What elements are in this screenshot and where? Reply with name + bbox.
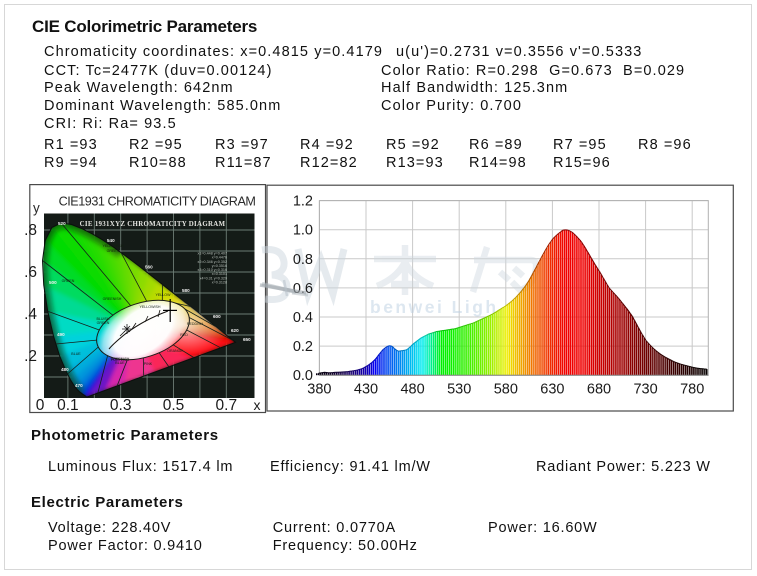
svg-text:0.6: 0.6 bbox=[293, 281, 313, 297]
svg-text:benwei Ligh: benwei Ligh bbox=[370, 297, 499, 317]
svg-text:650: 650 bbox=[243, 337, 251, 342]
svg-text:GREENISH: GREENISH bbox=[111, 357, 130, 361]
svg-text:YELLOW: YELLOW bbox=[156, 293, 172, 297]
svg-text:BLUE: BLUE bbox=[115, 361, 125, 365]
svg-text:480: 480 bbox=[61, 367, 69, 372]
svg-text:GREEN: GREEN bbox=[97, 321, 110, 325]
svg-text:x3=0.310 y=0.316: x3=0.310 y=0.316 bbox=[197, 268, 227, 272]
svg-text:430: 430 bbox=[354, 382, 378, 398]
svg-text:500: 500 bbox=[49, 280, 57, 285]
svg-text:PURPLISH: PURPLISH bbox=[111, 358, 129, 362]
svg-text:.4: .4 bbox=[24, 306, 37, 323]
svg-text:730: 730 bbox=[633, 382, 657, 398]
svg-text:x=0.3128: x=0.3128 bbox=[212, 281, 227, 285]
svg-text:680: 680 bbox=[587, 382, 611, 398]
svg-text:600: 600 bbox=[213, 314, 221, 319]
svg-text:620: 620 bbox=[231, 328, 239, 333]
svg-text:630: 630 bbox=[540, 382, 564, 398]
svg-text:x4=0.31 y=0.329: x4=0.31 y=0.329 bbox=[200, 276, 227, 280]
svg-text:520: 520 bbox=[58, 221, 66, 226]
svg-text:560: 560 bbox=[145, 265, 153, 270]
svg-text:CIE 1931XYZ CHROMATICITY DIA: CIE 1931XYZ CHROMATICITY DIAGRAM bbox=[80, 221, 226, 228]
svg-text:.8: .8 bbox=[24, 222, 37, 239]
svg-text:GREEN: GREEN bbox=[62, 279, 75, 283]
svg-text:REDDISH: REDDISH bbox=[187, 322, 204, 326]
svg-text:CIE1931 CHROMATICITY DIAGRAM: CIE1931 CHROMATICITY DIAGRAM bbox=[59, 195, 256, 209]
svg-text:530: 530 bbox=[447, 382, 471, 398]
svg-text:.2: .2 bbox=[24, 348, 37, 365]
svg-text:0.0: 0.0 bbox=[293, 368, 313, 384]
svg-text:0.8: 0.8 bbox=[293, 252, 313, 268]
svg-text:380: 380 bbox=[307, 382, 331, 398]
svg-text:580: 580 bbox=[182, 288, 190, 293]
svg-text:x=0.3101: x=0.3101 bbox=[212, 272, 227, 276]
svg-text:x: x bbox=[254, 397, 261, 413]
svg-text:GREEN: GREEN bbox=[107, 249, 120, 253]
svg-text:y=0.3516: y=0.3516 bbox=[212, 264, 227, 268]
svg-text:y: y bbox=[33, 201, 40, 216]
svg-text:580: 580 bbox=[494, 382, 518, 398]
svg-text:490: 490 bbox=[57, 332, 65, 337]
svg-text:x2=0.346 y=0.352: x2=0.346 y=0.352 bbox=[197, 260, 227, 264]
svg-text:PINK: PINK bbox=[144, 362, 153, 366]
svg-text:BLUE: BLUE bbox=[71, 352, 81, 356]
svg-text:480: 480 bbox=[400, 382, 424, 398]
svg-text:0: 0 bbox=[36, 397, 45, 414]
svg-text:780: 780 bbox=[680, 382, 704, 398]
svg-text:0.1: 0.1 bbox=[57, 397, 79, 414]
svg-text:x1=0.448 y=0.407: x1=0.448 y=0.407 bbox=[197, 252, 227, 256]
svg-text:0.5: 0.5 bbox=[163, 397, 185, 414]
svg-text:0.4: 0.4 bbox=[293, 310, 313, 326]
svg-text:0.3: 0.3 bbox=[110, 397, 132, 414]
svg-text:0.7: 0.7 bbox=[216, 397, 238, 414]
svg-text:GREENISH: GREENISH bbox=[103, 297, 122, 301]
svg-text:x=0.4476: x=0.4476 bbox=[212, 256, 227, 260]
svg-text:540: 540 bbox=[107, 238, 115, 243]
svg-text:RED: RED bbox=[180, 333, 188, 337]
svg-text:470: 470 bbox=[75, 383, 83, 388]
svg-text:.6: .6 bbox=[24, 264, 37, 281]
svg-text:YELLOWISH: YELLOWISH bbox=[103, 244, 124, 248]
svg-text:ORANGE: ORANGE bbox=[167, 349, 183, 353]
svg-text:1.2: 1.2 bbox=[293, 194, 313, 210]
svg-text:0.2: 0.2 bbox=[293, 339, 313, 355]
svg-text:BLUISH: BLUISH bbox=[97, 317, 110, 321]
svg-text:YELLOWISH: YELLOWISH bbox=[140, 305, 161, 309]
svg-text:1.0: 1.0 bbox=[293, 223, 313, 239]
